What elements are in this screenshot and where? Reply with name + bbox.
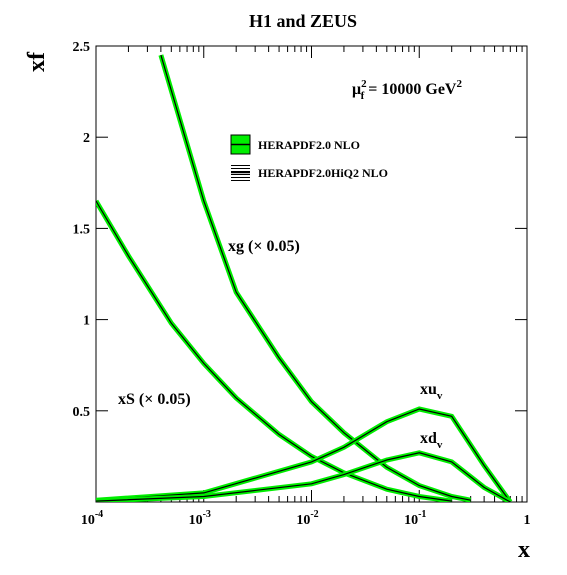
legend-label: HERAPDF2.0HiQ2 NLO [258, 166, 388, 180]
x-tick-base: 10 [189, 513, 203, 528]
line [96, 452, 511, 502]
x-tick-label: 10-3 [189, 509, 211, 528]
line [96, 408, 511, 502]
y-tick-label: 2 [83, 131, 90, 146]
series-label-sub: v [437, 390, 443, 402]
annotation-text: = 10000 GeV [364, 81, 457, 98]
x-tick-power: -3 [203, 509, 211, 520]
series-label-text: xS (× 0.05) [118, 391, 191, 408]
y-axis-label: xf [24, 51, 50, 72]
annotation: μ2 f = 10000 GeV2 [352, 78, 462, 102]
y-tick-label: 2.5 [73, 40, 91, 55]
x-tick-label: 10-1 [404, 509, 426, 528]
chart-title: H1 and ZEUS [249, 11, 357, 31]
x-axis-label: x [518, 537, 530, 563]
series-label: xg (× 0.05) [228, 238, 300, 255]
line [160, 54, 471, 501]
x-tick-label: 1 [524, 513, 531, 528]
x-tick-base: 10 [296, 513, 310, 528]
annotation-sup: 2 [361, 78, 367, 90]
series-label-text: xu [420, 381, 437, 398]
x-tick-label: 10-2 [296, 509, 318, 528]
x-tick-power: -4 [95, 509, 103, 520]
series-label-sub: v [437, 439, 443, 451]
series-label-text: xg (× 0.05) [228, 238, 300, 255]
series-label: xS (× 0.05) [118, 391, 191, 408]
x-tick-power: -1 [418, 509, 426, 520]
y-tick-label: 0.5 [73, 405, 91, 420]
y-tick-label: 1.5 [73, 222, 91, 237]
annotation-unit-sup: 2 [456, 78, 462, 90]
line [96, 200, 452, 502]
series-label: xuv [420, 381, 443, 402]
legend-label: HERAPDF2.0 NLO [258, 138, 360, 152]
y-tick-label: 1 [83, 314, 90, 329]
x-tick-base: 10 [81, 513, 95, 528]
series-label-text: xd [420, 430, 437, 447]
annotation-base: μ [352, 81, 361, 98]
x-tick-label: 10-4 [81, 509, 103, 528]
series-label: xdv [420, 430, 443, 451]
x-tick-power: -2 [310, 509, 318, 520]
x-tick-base: 10 [404, 513, 418, 528]
annotation-sub: f [361, 90, 365, 102]
